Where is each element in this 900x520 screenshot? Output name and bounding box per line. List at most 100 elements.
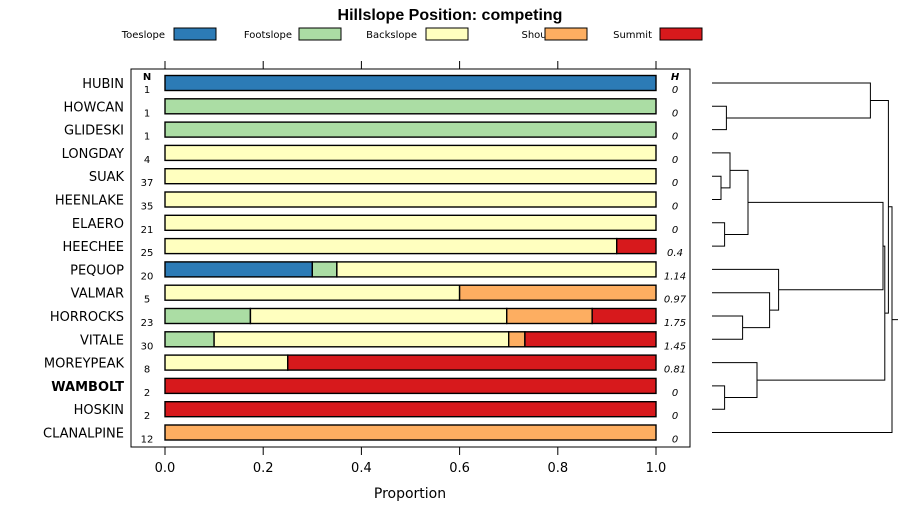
row-horrocks: HORROCKS 23 1.75 xyxy=(50,307,686,329)
row-n-value: 2 xyxy=(144,411,150,422)
row-n-value: 2 xyxy=(144,388,150,399)
bar-segment-backslope xyxy=(336,261,657,278)
row-label: HEECHEE xyxy=(63,240,124,255)
bar-rows: HUBIN 1 0 HOWCAN 1 0 GLIDESKI 1 0 LONGDAY 4 0 SUAK 37… xyxy=(43,74,687,446)
bar-segment-backslope xyxy=(164,284,461,301)
bar-segment-toeslope xyxy=(164,261,314,278)
row-h-value: 0 xyxy=(672,155,678,166)
legend-swatch-shoulder xyxy=(544,27,588,41)
row-wambolt: WAMBOLT 2 0 xyxy=(51,377,678,399)
row-n-value: 21 xyxy=(141,225,154,236)
row-n-value: 23 xyxy=(141,318,154,329)
x-axis-title: Proportion xyxy=(374,486,446,502)
row-label: HOWCAN xyxy=(63,100,124,115)
dendrogram-branch xyxy=(712,222,726,247)
row-label: HUBIN xyxy=(82,77,124,92)
row-hoskin: HOSKIN 2 0 xyxy=(74,401,678,422)
bar-segment-summit xyxy=(524,331,657,348)
legend-label-backslope: Backslope xyxy=(366,30,417,41)
row-n-value: 8 xyxy=(144,365,150,376)
plot-frame xyxy=(130,68,691,448)
legend: Toeslope Footslope Backslope Shoulder Summit xyxy=(121,27,703,41)
x-tick-label: 0.2 xyxy=(253,461,274,476)
dendrogram-branch xyxy=(748,201,884,291)
row-h-value: 0.81 xyxy=(664,365,686,376)
bar-segment-backslope xyxy=(164,144,657,162)
row-label: SUAK xyxy=(89,170,125,185)
dendrogram-branch xyxy=(712,315,744,340)
dendrogram-branch xyxy=(712,292,771,329)
bar-segment-backslope xyxy=(213,331,510,348)
bar-segment-summit xyxy=(164,377,657,395)
row-clanalpine: CLANALPINE 12 0 xyxy=(43,424,678,446)
row-heenlake: HEENLAKE 35 0 xyxy=(55,191,678,213)
row-label: HORROCKS xyxy=(50,310,124,325)
bar-segment-backslope xyxy=(164,167,657,185)
legend-swatch-summit xyxy=(659,27,703,41)
bar-segment-shoulder xyxy=(506,307,593,325)
row-hubin: HUBIN 1 0 xyxy=(82,74,678,96)
bar-segment-shoulder xyxy=(164,424,657,441)
row-h-value: 0 xyxy=(672,411,678,422)
row-n-value: 35 xyxy=(141,202,154,213)
legend-swatch-footslope xyxy=(298,27,342,41)
row-n-value: 20 xyxy=(141,271,154,282)
bar-segment-backslope xyxy=(164,214,657,232)
h-column-header: H xyxy=(671,72,680,83)
row-moreypeak: MOREYPEAK 8 0.81 xyxy=(44,354,686,376)
legend-label-footslope: Footslope xyxy=(244,30,292,41)
x-axis: 0.0 0.2 0.4 0.6 0.8 1.0 xyxy=(155,447,666,476)
dendrogram-branch xyxy=(870,99,889,314)
dendrogram-branch xyxy=(724,169,749,235)
legend-label-summit: Summit xyxy=(613,30,652,41)
dendrogram-branch xyxy=(712,268,780,311)
dendrogram-branch xyxy=(712,175,722,200)
row-h-value: 0 xyxy=(672,108,678,119)
row-longday: LONGDAY 4 0 xyxy=(62,144,678,166)
bar-segment-backslope xyxy=(164,237,618,255)
row-label: PEQUOP xyxy=(70,263,124,278)
x-tick-label: 0.8 xyxy=(547,461,568,476)
row-suak: SUAK 37 0 xyxy=(89,167,678,189)
row-h-value: 0 xyxy=(672,178,678,189)
legend-swatch-backslope xyxy=(425,27,469,41)
row-label: GLIDESKI xyxy=(64,124,124,139)
row-glideski: GLIDESKI 1 0 xyxy=(64,121,678,143)
row-h-value: 1.45 xyxy=(664,341,686,352)
row-n-value: 37 xyxy=(141,178,154,189)
row-n-value: 1 xyxy=(144,85,150,96)
row-h-value: 1.75 xyxy=(664,318,686,329)
row-h-value: 0.4 xyxy=(667,248,683,259)
row-n-value: 4 xyxy=(144,155,150,166)
legend-label-toeslope: Toeslope xyxy=(121,30,165,41)
row-h-value: 0 xyxy=(672,132,678,143)
n-column-header: N xyxy=(143,72,151,83)
row-h-value: 0 xyxy=(672,388,678,399)
x-tick-label: 0.6 xyxy=(449,461,470,476)
row-n-value: 25 xyxy=(141,248,154,259)
chart-title: Hillslope Position: competing xyxy=(338,7,563,24)
bar-segment-summit xyxy=(616,237,657,255)
bar-segment-footslope xyxy=(311,261,338,278)
bar-segment-backslope xyxy=(164,191,657,208)
row-h-value: 0 xyxy=(672,225,678,236)
bar-segment-footslope xyxy=(164,307,252,325)
row-label: WAMBOLT xyxy=(51,380,124,395)
top-axis-ticks xyxy=(164,61,657,69)
bar-segment-backslope xyxy=(249,307,508,325)
dendrogram xyxy=(712,82,898,433)
row-label: HOSKIN xyxy=(74,403,124,418)
bar-segment-footslope xyxy=(164,121,657,138)
bar-segment-toeslope xyxy=(164,74,657,92)
dendrogram-branch xyxy=(712,206,893,433)
bar-segment-backslope xyxy=(164,354,289,371)
row-h-value: 0 xyxy=(672,435,678,446)
row-n-value: 5 xyxy=(144,295,150,306)
bar-segment-shoulder xyxy=(508,331,526,348)
x-tick-label: 0.0 xyxy=(155,461,176,476)
legend-label-shoulder: Shoulder xyxy=(521,30,566,41)
row-label: HEENLAKE xyxy=(55,194,124,209)
bar-segment-summit xyxy=(164,401,657,418)
bar-segment-summit xyxy=(287,354,657,371)
bar-segment-footslope xyxy=(164,98,657,115)
